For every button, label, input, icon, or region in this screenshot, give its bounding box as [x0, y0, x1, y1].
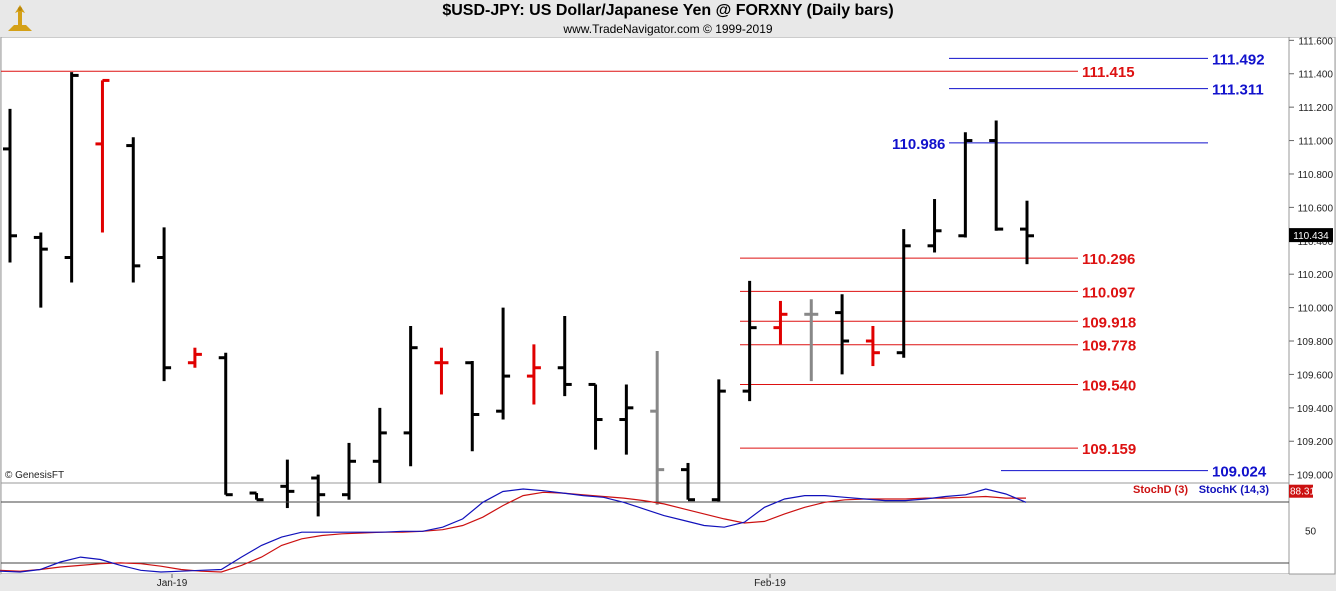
stoch-series-line	[0, 491, 1026, 573]
ohlc-bar[interactable]	[1020, 200, 1034, 265]
level-label: 109.159	[1082, 441, 1136, 458]
y-tick-label: 111.600	[1298, 36, 1333, 47]
ohlc-bar[interactable]	[804, 299, 819, 382]
ohlc-bar[interactable]	[126, 137, 141, 283]
ohlc-bar[interactable]	[249, 491, 264, 502]
y-tick-label: 109.400	[1297, 404, 1334, 415]
ohlc-bar[interactable]	[557, 315, 572, 397]
last-price-badge	[1289, 228, 1333, 243]
ohlc-bar[interactable]	[280, 459, 295, 509]
stochk-legend: StochK (14,3)	[1199, 484, 1270, 496]
watermark: © GenesisFT	[5, 470, 64, 481]
level-label: 110.296	[1082, 251, 1135, 268]
ohlc-bar[interactable]	[526, 344, 541, 405]
ohlc-bar[interactable]	[465, 361, 480, 452]
ohlc-bar[interactable]	[496, 307, 511, 420]
y-tick-label: 109.200	[1297, 437, 1334, 448]
chart-subtitle: www.TradeNavigator.com © 1999-2019	[563, 22, 773, 36]
ohlc-bar[interactable]	[157, 227, 172, 382]
y-tick-label: 109.600	[1297, 370, 1334, 381]
level-label: 111.415	[1082, 64, 1135, 81]
ohlc-bar[interactable]	[3, 108, 17, 263]
chart-header: $USD-JPY: US Dollar/Japanese Yen @ FORXN…	[0, 0, 1336, 37]
ohlc-bar[interactable]	[95, 78, 110, 233]
ohlc-bar[interactable]	[342, 442, 356, 500]
y-tick-label: 110.600	[1298, 203, 1334, 214]
level-label: 111.492	[1212, 51, 1265, 68]
ohlc-bar[interactable]	[650, 351, 665, 505]
ohlc-bar[interactable]	[64, 72, 79, 283]
stoch-series-line	[0, 488, 1027, 573]
level-label: 109.540	[1082, 377, 1136, 394]
ohlc-bar[interactable]	[434, 347, 449, 395]
y-tick-label: 110.400	[1298, 237, 1334, 248]
price-pane	[0, 36, 1290, 484]
level-label: 109.778	[1082, 338, 1136, 355]
indicator-pane	[0, 482, 1290, 575]
y-tick-label: 109.800	[1297, 337, 1334, 348]
ohlc-bar[interactable]	[403, 325, 418, 467]
y-tick-label: 110.200	[1298, 270, 1334, 281]
ohlc-bar[interactable]	[958, 132, 973, 238]
ohlc-bar[interactable]	[588, 382, 603, 450]
ohlc-bar[interactable]	[865, 325, 880, 367]
x-tick-label: Jan-19	[157, 578, 188, 589]
ohlc-bar[interactable]	[372, 407, 387, 483]
y-tick-label: 111.200	[1298, 103, 1333, 114]
ohlc-bar[interactable]	[773, 300, 788, 345]
time-axis[interactable]	[1, 574, 1289, 590]
ohlc-bar[interactable]	[989, 120, 1004, 231]
y-tick-label: 109.000	[1297, 471, 1334, 482]
ohlc-bar[interactable]	[187, 347, 202, 368]
level-label: 111.311	[1212, 82, 1264, 99]
stoch-y-tick: 50	[1305, 527, 1317, 538]
x-tick-label: Feb-19	[754, 578, 786, 589]
stoch-last-value: 88.31	[1290, 487, 1315, 498]
y-tick-label: 110.800	[1298, 170, 1334, 181]
ohlc-bar[interactable]	[619, 384, 634, 455]
level-label: 110.097	[1082, 284, 1135, 301]
level-label: 109.918	[1082, 314, 1136, 331]
genesis-logo-icon	[8, 5, 32, 31]
ohlc-bar[interactable]	[311, 474, 326, 517]
ohlc-bar[interactable]	[711, 379, 726, 502]
y-tick-label: 111.400	[1298, 70, 1333, 81]
ohlc-bar[interactable]	[742, 280, 757, 402]
price-axis[interactable]	[1288, 36, 1336, 575]
ohlc-bar[interactable]	[835, 294, 850, 375]
stochd-legend: StochD (3)	[1133, 484, 1188, 496]
ohlc-bar[interactable]	[218, 352, 233, 497]
y-tick-label: 110.000	[1298, 304, 1334, 315]
level-label: 109.024	[1212, 464, 1267, 481]
ohlc-bar[interactable]	[927, 199, 942, 253]
ohlc-bar[interactable]	[33, 232, 48, 308]
y-tick-label: 111.000	[1298, 137, 1333, 148]
last-price-label: 110.434	[1293, 231, 1329, 242]
ohlc-bar[interactable]	[681, 462, 695, 502]
chart-title: $USD-JPY: US Dollar/Japanese Yen @ FORXN…	[442, 2, 894, 19]
level-label: 110.986	[892, 136, 945, 153]
ohlc-bar[interactable]	[896, 229, 911, 358]
stoch-last-badge	[1289, 484, 1313, 498]
